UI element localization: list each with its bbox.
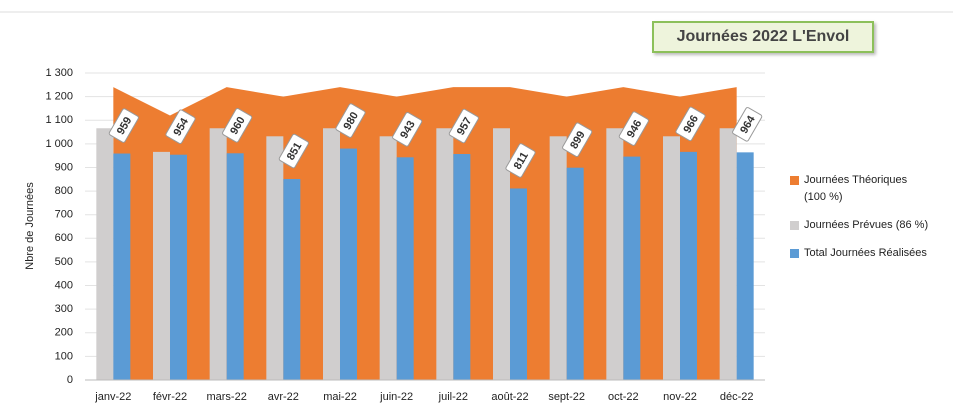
bar <box>396 157 414 380</box>
y-axis-label: Nbre de Journées <box>24 182 36 270</box>
y-tick-label: 700 <box>55 209 73 221</box>
chart-title: Journées 2022 L'Envol <box>652 21 874 53</box>
data-label: 943 <box>392 112 423 147</box>
bar <box>510 188 527 380</box>
bar <box>453 154 471 380</box>
x-tick-label: juil-22 <box>438 391 468 403</box>
bar <box>379 136 397 380</box>
legend-label: Total Journées Réalisées <box>804 247 927 259</box>
bar <box>340 148 357 380</box>
data-label: 960 <box>222 108 253 143</box>
data-label: 959 <box>108 108 139 143</box>
data-label-box <box>108 108 139 143</box>
bar <box>113 153 131 380</box>
x-tick-label: mai-22 <box>323 391 357 403</box>
data-label-box <box>448 108 479 144</box>
data-label: 957 <box>448 108 479 144</box>
data-label-box <box>222 108 253 143</box>
bar <box>663 136 680 380</box>
x-tick-label: févr-22 <box>153 391 187 403</box>
y-tick-label: 900 <box>55 161 73 173</box>
bar <box>436 128 454 380</box>
x-tick-label: mars-22 <box>206 391 246 403</box>
data-label-box <box>562 122 593 157</box>
legend-label: Journées Théoriques (100 %) <box>804 174 908 203</box>
data-label: 811 <box>505 143 536 178</box>
data-label-box <box>732 107 763 142</box>
y-tick-label: 800 <box>55 185 73 197</box>
bar <box>493 128 510 380</box>
legend-item: Total Journées Réalisées <box>790 245 950 262</box>
data-label: 966 <box>675 106 706 142</box>
x-tick-label: juin-22 <box>379 391 413 403</box>
y-tick-label: 500 <box>55 256 73 268</box>
bar <box>96 128 114 380</box>
bar <box>719 128 737 380</box>
data-label: 954 <box>165 109 196 144</box>
y-tick-label: 200 <box>55 327 73 339</box>
data-label: 980 <box>335 103 366 138</box>
y-tick-label: 600 <box>55 232 73 244</box>
data-label: 899 <box>562 122 593 157</box>
bar <box>209 128 227 380</box>
bar <box>226 153 244 380</box>
x-tick-label: déc-22 <box>720 391 754 403</box>
legend-swatch <box>790 249 799 258</box>
x-tick-label: janv-22 <box>94 391 131 403</box>
bar <box>549 136 567 380</box>
y-tick-label: 400 <box>55 279 73 291</box>
data-label-box <box>618 111 649 146</box>
data-label-box <box>505 143 536 178</box>
bar <box>170 154 187 380</box>
data-label-box <box>335 103 366 138</box>
y-tick-label: 0 <box>67 374 73 386</box>
bar <box>323 128 340 380</box>
x-tick-label: avr-22 <box>268 391 299 403</box>
data-label: 946 <box>618 111 649 146</box>
bar <box>623 156 641 380</box>
y-tick-label: 1 300 <box>45 67 73 79</box>
bar <box>680 151 697 380</box>
legend-label: Journées Prévues (86 %) <box>804 219 929 231</box>
legend-item: Journées Prévues (86 %) <box>790 217 950 234</box>
data-label-box <box>165 109 196 144</box>
bar <box>153 151 170 380</box>
data-label: 964 <box>732 107 763 142</box>
x-tick-label: sept-22 <box>548 391 585 403</box>
bar <box>283 179 301 380</box>
data-label: 851 <box>278 133 309 169</box>
bar <box>736 152 754 380</box>
legend: Journées Théoriques (100 %) Journées Prév… <box>790 172 950 273</box>
data-label-box <box>675 106 706 142</box>
y-tick-label: 1 100 <box>45 114 73 126</box>
y-tick-label: 1 200 <box>45 91 73 103</box>
data-label-box <box>392 112 423 147</box>
data-label-box <box>278 133 309 169</box>
bar <box>266 136 284 380</box>
x-tick-label: nov-22 <box>663 391 697 403</box>
legend-item: Journées Théoriques (100 %) <box>790 172 950 206</box>
bar <box>606 128 624 380</box>
bar <box>566 167 584 380</box>
y-tick-label: 300 <box>55 303 73 315</box>
x-tick-label: août-22 <box>491 391 528 403</box>
legend-swatch <box>790 176 799 185</box>
y-tick-label: 100 <box>55 350 73 362</box>
y-tick-label: 1 000 <box>45 138 73 150</box>
legend-swatch <box>790 221 799 230</box>
x-tick-label: oct-22 <box>608 391 639 403</box>
